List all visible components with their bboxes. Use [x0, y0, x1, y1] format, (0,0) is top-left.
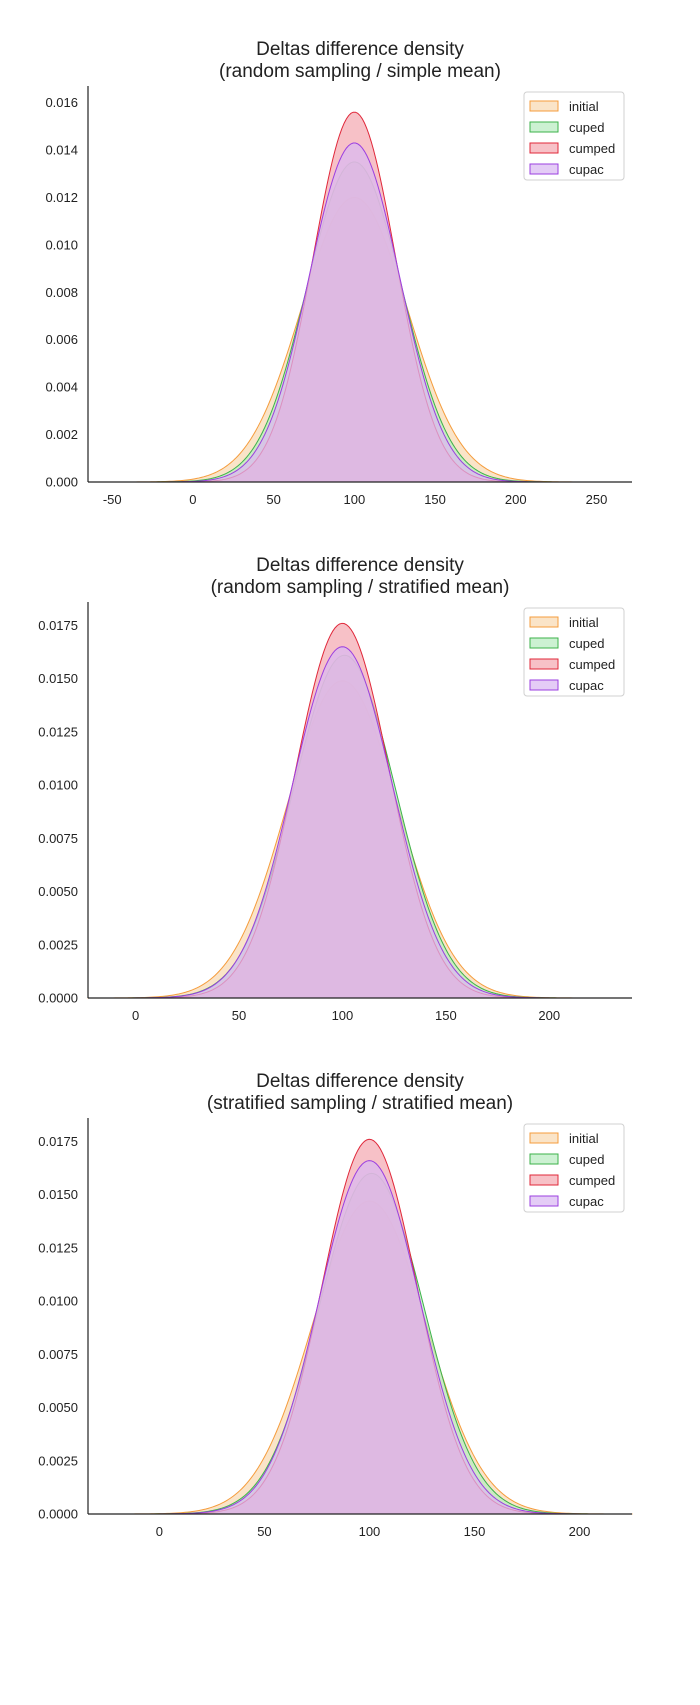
legend-swatch-cuped — [529, 1153, 559, 1165]
y-tick-label: 0.0000 — [38, 1507, 78, 1522]
legend-label-initial: initial — [569, 1131, 599, 1146]
legend-label-cumped: cumped — [569, 657, 615, 672]
legend-label-cupac: cupac — [569, 162, 604, 177]
x-tick-label: 150 — [435, 1008, 457, 1023]
y-tick-label: 0.010 — [45, 237, 78, 252]
legend-swatch-cupac — [529, 1195, 559, 1207]
y-tick-label: 0.0125 — [38, 724, 78, 739]
legend-swatch-cumped — [529, 658, 559, 670]
legend: initial cuped cumped cupac — [523, 607, 625, 697]
y-tick-label: 0.0175 — [38, 618, 78, 633]
legend-item-initial: initial — [529, 615, 599, 630]
y-tick-label: 0.0025 — [38, 1453, 78, 1468]
legend-label-cupac: cupac — [569, 678, 604, 693]
y-tick-label: 0.014 — [45, 143, 78, 158]
x-tick-label: 0 — [132, 1008, 139, 1023]
y-tick-label: 0.0075 — [38, 831, 78, 846]
legend-label-cumped: cumped — [569, 1173, 615, 1188]
legend: initial cuped cumped cupac — [523, 1123, 625, 1213]
legend-label-cuped: cuped — [569, 1152, 604, 1167]
legend-swatch-initial — [529, 1132, 559, 1144]
y-tick-label: 0.008 — [45, 285, 78, 300]
y-tick-label: 0.0025 — [38, 937, 78, 952]
y-tick-label: 0.0050 — [38, 1400, 78, 1415]
legend-label-cumped: cumped — [569, 141, 615, 156]
chart-panel-2: Deltas difference density(random samplin… — [38, 555, 632, 1023]
legend-swatch-initial — [529, 100, 559, 112]
legend-label-initial: initial — [569, 615, 599, 630]
x-tick-label: 150 — [424, 492, 446, 507]
x-tick-label: 0 — [189, 492, 196, 507]
legend-item-cuped: cuped — [529, 636, 604, 651]
legend-label-initial: initial — [569, 99, 599, 114]
legend-swatch-cupac — [529, 163, 559, 175]
legend-item-cuped: cuped — [529, 120, 604, 135]
legend: initial cuped cumped cupac — [523, 91, 625, 181]
chart-title: Deltas difference density — [256, 555, 464, 576]
x-tick-label: 250 — [586, 492, 608, 507]
legend-frame — [523, 1123, 625, 1213]
legend-item-initial: initial — [529, 99, 599, 114]
y-tick-label: 0.0175 — [38, 1134, 78, 1149]
legend-label-cupac: cupac — [569, 1194, 604, 1209]
legend-swatch-cumped — [529, 1174, 559, 1186]
y-tick-label: 0.012 — [45, 190, 78, 205]
chart-title: Deltas difference density — [256, 39, 464, 60]
density-area-cupac — [88, 1160, 632, 1515]
chart-subtitle: (random sampling / simple mean) — [219, 61, 501, 82]
density-area-cupac — [88, 646, 632, 999]
legend-item-cumped: cumped — [529, 141, 615, 156]
legend-item-cupac: cupac — [529, 1194, 604, 1209]
legend-item-cumped: cumped — [529, 657, 615, 672]
x-tick-label: 100 — [343, 492, 365, 507]
y-tick-label: 0.016 — [45, 95, 78, 110]
y-tick-label: 0.0125 — [38, 1240, 78, 1255]
y-tick-label: 0.0075 — [38, 1347, 78, 1362]
y-tick-label: 0.0150 — [38, 671, 78, 686]
x-tick-label: 0 — [156, 1524, 163, 1539]
y-tick-label: 0.0100 — [38, 778, 78, 793]
x-tick-label: 100 — [332, 1008, 354, 1023]
legend-label-cuped: cuped — [569, 120, 604, 135]
legend-label-cuped: cuped — [569, 636, 604, 651]
chart-subtitle: (stratified sampling / stratified mean) — [207, 1093, 513, 1114]
y-tick-label: 0.0100 — [38, 1294, 78, 1309]
chart-subtitle: (random sampling / stratified mean) — [211, 577, 510, 598]
x-tick-label: 200 — [569, 1524, 591, 1539]
chart-panel-1: Deltas difference density(random samplin… — [45, 39, 632, 507]
x-tick-label: 50 — [232, 1008, 246, 1023]
y-tick-label: 0.0050 — [38, 884, 78, 899]
x-tick-label: 50 — [257, 1524, 271, 1539]
legend-item-cumped: cumped — [529, 1173, 615, 1188]
y-tick-label: 0.000 — [45, 475, 78, 490]
chart-panel-3: Deltas difference density(stratified sam… — [38, 1071, 633, 1539]
legend-swatch-cumped — [529, 142, 559, 154]
x-tick-label: 200 — [538, 1008, 560, 1023]
legend-frame — [523, 607, 625, 697]
chart-title: Deltas difference density — [256, 1071, 464, 1092]
legend-item-initial: initial — [529, 1131, 599, 1146]
x-tick-label: 150 — [464, 1524, 486, 1539]
legend-swatch-cupac — [529, 679, 559, 691]
legend-swatch-initial — [529, 616, 559, 628]
y-tick-label: 0.006 — [45, 332, 78, 347]
x-tick-label: 50 — [266, 492, 280, 507]
legend-item-cuped: cuped — [529, 1152, 604, 1167]
x-tick-label: -50 — [103, 492, 122, 507]
x-tick-label: 100 — [359, 1524, 381, 1539]
y-tick-label: 0.0000 — [38, 991, 78, 1006]
legend-frame — [523, 91, 625, 181]
x-tick-label: 200 — [505, 492, 527, 507]
legend-swatch-cuped — [529, 121, 559, 133]
legend-swatch-cuped — [529, 637, 559, 649]
y-tick-label: 0.0150 — [38, 1187, 78, 1202]
legend-item-cupac: cupac — [529, 162, 604, 177]
y-tick-label: 0.002 — [45, 427, 78, 442]
y-tick-label: 0.004 — [45, 380, 78, 395]
legend-item-cupac: cupac — [529, 678, 604, 693]
density-area-cupac — [88, 142, 632, 483]
